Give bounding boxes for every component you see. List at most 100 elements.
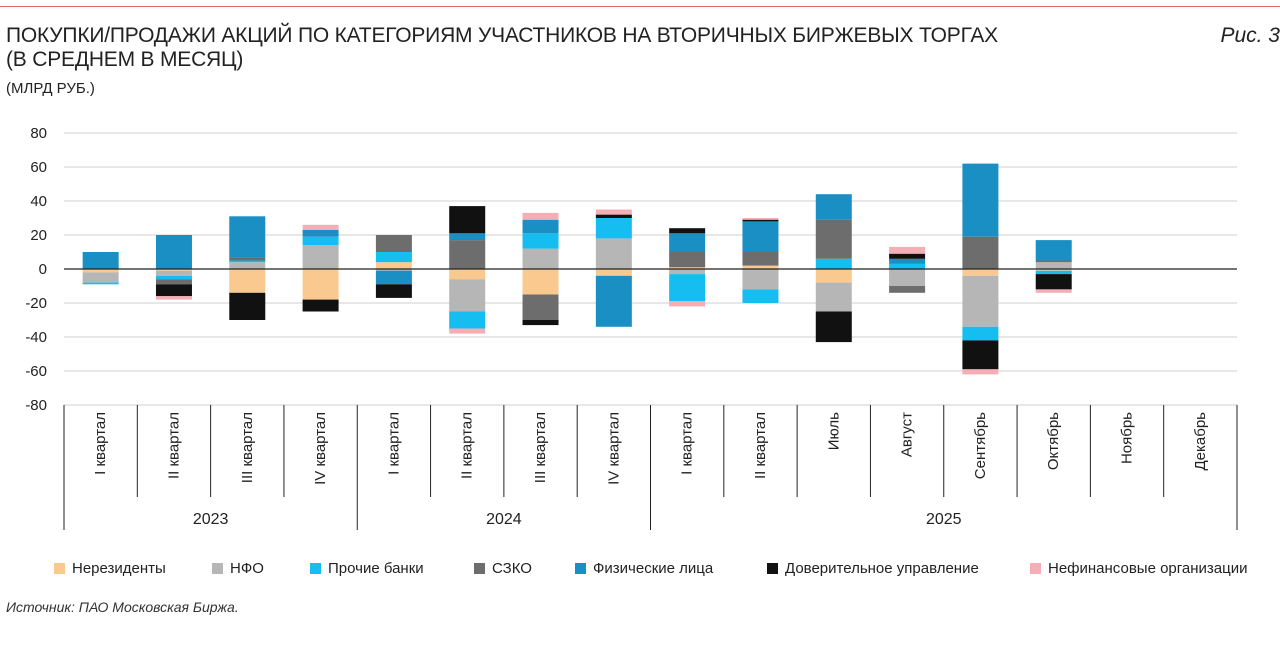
bar-segment [302,236,339,246]
bar-segment [815,219,852,259]
legend-item: СЗКО [474,556,532,580]
y-tick-label: 80 [30,125,47,142]
bar-segment [302,229,339,237]
y-tick-label: -20 [25,295,47,312]
bar-segment [962,236,999,269]
chart-title-line-2: (В СРЕДНЕМ В МЕСЯЦ) [6,48,244,71]
bar-segment [815,269,852,283]
bar-segment [375,270,412,285]
legend-item: Нефинансовые организации [1030,556,1247,580]
bar-segment [742,289,779,303]
bar-segment [302,299,339,312]
bar-segment [229,260,266,263]
bar-segment [669,274,706,302]
x-category-label: Август [899,412,916,457]
bar-segment [595,275,632,327]
bar-segment [155,279,192,285]
x-category-label: I квартал [385,412,402,475]
bar-segment [449,233,486,241]
bar-segment [962,275,999,327]
bar-segment [1035,269,1072,271]
legend-label: НФО [230,559,264,577]
bar-segment [1035,260,1072,263]
legend-item: Доверительное управление [767,556,979,580]
x-category-label: Декабрь [1192,412,1209,471]
bar-segment [522,233,559,249]
bar-segment [302,245,339,269]
bar-segment [742,218,779,220]
chart-title: ПОКУПКИ/ПРОДАЖИ АКЦИЙ ПО КАТЕГОРИЯМ УЧАС… [6,24,1156,72]
chart-units: (МЛРД РУБ.) [6,80,95,97]
bar-segment [522,212,559,220]
x-category-label: I квартал [92,412,109,475]
bar-segment [302,269,339,300]
bar-segment [669,228,706,234]
bar-segment [155,296,192,300]
bar-segment [1035,240,1072,261]
legend-swatch [212,562,223,574]
bar-segment [522,248,559,269]
x-group-label: 2025 [926,511,962,528]
bar-segment [449,279,486,312]
bar-segment [302,224,339,230]
y-tick-label: 20 [30,227,47,244]
bar-segment [375,262,412,269]
y-tick-label: -60 [25,363,47,380]
bar-segment [889,253,926,259]
bar-segment [669,233,706,252]
bar-segment [742,265,779,269]
legend-item: НФО [212,556,264,580]
bar-segment [742,221,779,252]
bar-segment [229,262,266,269]
bar-segment [375,235,412,252]
stacked-bar-chart: 80 60 40 20 0 -20 -40 -60 -80 I квартал II квартал… [25,125,1238,530]
bar-segment [815,194,852,220]
bar-segment [962,163,999,237]
bar-segment [1035,274,1072,290]
bar-segment [449,269,486,280]
bar-segment [962,369,999,375]
legend-item: Прочие банки [310,556,424,580]
bar-segment [889,269,926,286]
bar-segment [962,269,999,276]
y-tick-label: -40 [25,329,47,346]
bar-segment [449,311,486,329]
legend-label: Нерезиденты [72,559,166,577]
legend-swatch [310,562,321,574]
bar-segment [742,269,779,290]
legend-item: Нерезиденты [54,556,166,580]
x-category-label: IV квартал [605,412,622,485]
bar-segment [155,235,192,269]
bar-segment [375,252,412,263]
x-category-label: I квартал [679,412,696,475]
bar-segment [375,284,412,298]
bar-segment [229,257,266,261]
legend-label: Нефинансовые организации [1048,559,1248,577]
y-tick-label: -80 [25,397,47,414]
bar-segment [595,269,632,276]
bar-segment [229,216,266,258]
x-category-label: III квартал [532,412,549,483]
chart-legend: Нерезиденты НФО Прочие банки СЗКО Физические… [0,556,1280,580]
bar-segment [889,263,926,269]
x-category-label: II квартал [752,412,769,479]
bar-segment [229,292,266,320]
bar-segment [82,269,119,273]
bar-segment [82,282,119,285]
bar-segment [889,246,926,254]
bar-segment [889,286,926,293]
bar-segment [742,219,779,222]
x-category-label: II квартал [165,412,182,479]
bar-segment [449,206,486,234]
x-category-label: Ноябрь [1119,412,1136,464]
legend-label: Доверительное управление [785,559,979,577]
legend-swatch [575,562,586,574]
y-tick-label: 0 [39,261,47,278]
bar-segment [522,219,559,234]
bar-segment [669,301,706,307]
bar-segment [522,294,559,320]
bars-layer [82,163,1072,375]
x-category-label: IV квартал [312,412,329,485]
bar-segment [1035,270,1072,275]
bar-segment [1035,262,1072,269]
